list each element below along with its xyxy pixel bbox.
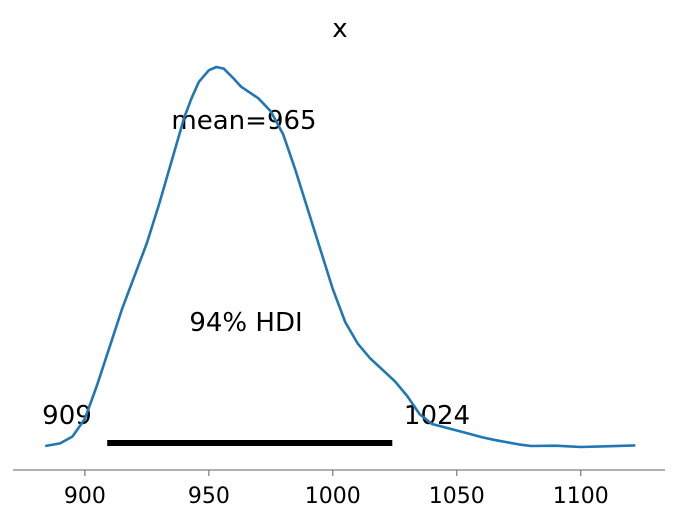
x-tick-label: 900 xyxy=(64,484,106,509)
x-tick-label: 950 xyxy=(188,484,230,509)
chart-title: x xyxy=(332,14,347,44)
x-ticks: 900 950 1000 1050 1100 xyxy=(64,470,609,509)
density-line xyxy=(44,65,636,449)
x-tick-label: 1100 xyxy=(553,484,609,509)
mean-label: mean=965 xyxy=(171,106,316,136)
hdi-low-label: 909 xyxy=(42,401,92,431)
x-tick-label: 1000 xyxy=(305,484,361,509)
hdi-label: 94% HDI xyxy=(189,308,302,338)
x-tick-label: 1050 xyxy=(429,484,485,509)
